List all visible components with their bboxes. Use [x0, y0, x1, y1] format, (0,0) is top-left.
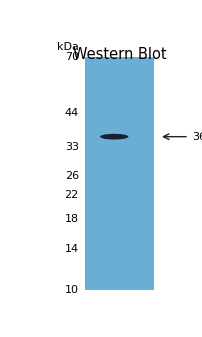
Text: 70: 70: [64, 52, 79, 62]
Text: Western Blot: Western Blot: [73, 47, 166, 62]
Text: 22: 22: [64, 190, 79, 201]
Text: 14: 14: [64, 244, 79, 254]
Text: 18: 18: [64, 214, 79, 224]
Text: 36kDa: 36kDa: [191, 132, 202, 142]
Text: 33: 33: [65, 142, 79, 152]
Bar: [85, 57, 154, 289]
Text: 26: 26: [64, 171, 79, 181]
Text: 10: 10: [65, 284, 79, 295]
Text: 44: 44: [64, 108, 79, 118]
Ellipse shape: [100, 134, 128, 140]
Text: kDa: kDa: [57, 42, 79, 53]
